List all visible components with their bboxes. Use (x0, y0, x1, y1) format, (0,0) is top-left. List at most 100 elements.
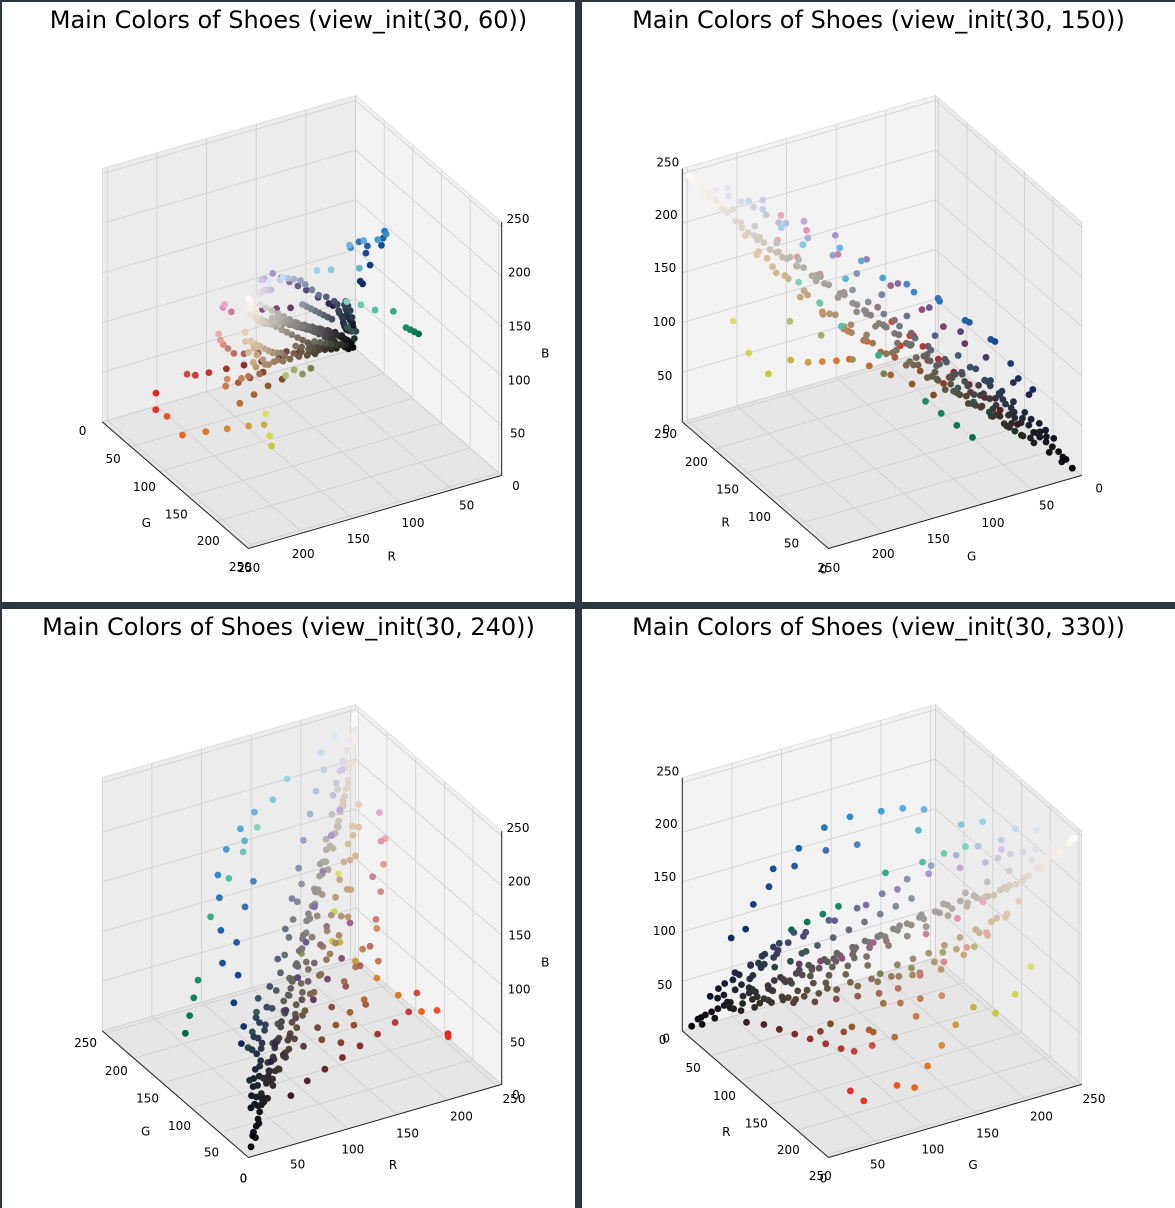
scatter-point (1019, 848, 1027, 856)
scatter-point (791, 1030, 799, 1038)
gridline (102, 709, 356, 783)
scatter-point (224, 345, 232, 352)
gridline (355, 100, 502, 228)
scatter-point (261, 1026, 268, 1034)
x-tick-label: 100 (402, 516, 425, 530)
scatter-point (729, 317, 737, 325)
scatter-point (391, 1019, 399, 1026)
scatter-point (318, 1036, 326, 1044)
scatter-point (784, 939, 792, 947)
scatter-point (969, 434, 976, 441)
scatter-point (753, 251, 761, 259)
gridline (830, 987, 978, 1115)
scatter-point (952, 1021, 960, 1029)
scatter-point (376, 809, 383, 816)
scatter-point (299, 370, 306, 378)
scatter-point (832, 995, 840, 1003)
scatter-point (894, 280, 902, 287)
scatter-point (899, 804, 907, 812)
scatter-point (786, 253, 794, 261)
scatter-point (720, 207, 728, 214)
scatter-point (298, 996, 306, 1004)
scatter-point (775, 939, 783, 947)
x-tick-label: 150 (745, 1116, 768, 1130)
gridline (935, 100, 1082, 228)
scatter-point (1042, 438, 1050, 446)
gridline (216, 447, 471, 522)
scatter-point (252, 1014, 260, 1021)
scatter-point (815, 964, 823, 972)
scatter-point (1012, 825, 1019, 833)
x-axis-label: R (388, 549, 396, 563)
scatter-point (800, 217, 808, 225)
scatter-point (250, 391, 258, 398)
scatter-point (292, 342, 300, 350)
scatter-point (182, 1029, 189, 1037)
scatter-point (866, 944, 873, 952)
scatter-point (914, 361, 922, 369)
scatter-point (249, 1132, 257, 1140)
scatter-point (152, 406, 160, 414)
scatter-point (887, 371, 895, 379)
scatter-point (346, 241, 353, 249)
scatter-point (323, 923, 331, 930)
gridline (188, 422, 442, 497)
axes-3d: 50 100 150 200 250 0 50 100 150 200 250 0 50 100 150 20… (79, 94, 549, 575)
scatter-point (875, 989, 883, 997)
scatter-point (332, 1021, 340, 1029)
scatter-point (777, 211, 785, 219)
scatter-point (301, 281, 309, 288)
gridline (731, 1016, 879, 1144)
scatter-point (832, 958, 840, 965)
scatter-point (300, 837, 307, 844)
scatter-point (222, 382, 230, 390)
y-axis-line (101, 1030, 249, 1158)
scatter-point (322, 339, 330, 347)
chart-panel-3: Main Colors of Shoes (view_init(30, 240)… (2, 609, 575, 1208)
scatter-point (853, 904, 861, 912)
y-tick-label: 0 (820, 1171, 828, 1185)
y-tick-label: 200 (1030, 1109, 1053, 1123)
scatter-point (217, 927, 225, 934)
scatter-point (1029, 386, 1037, 393)
scatter-point (997, 836, 1005, 844)
scatter-point (986, 395, 994, 403)
scatter-point (812, 277, 820, 285)
scatter-point (304, 966, 312, 973)
scatter-point (254, 1034, 262, 1042)
scatter-point (922, 923, 930, 931)
scatter-point (337, 1039, 345, 1047)
y-tick-label: 250 (74, 1036, 97, 1050)
scatter-point (751, 232, 758, 239)
y-tick-label: 0 (1095, 481, 1103, 495)
scatter-point (256, 370, 264, 378)
scatter-point (922, 930, 930, 938)
scatter-point (961, 378, 969, 385)
scatter-point (745, 197, 752, 205)
scatter-point (848, 1023, 856, 1031)
scatter-point (770, 977, 778, 984)
z-tick-label: 100 (508, 373, 531, 387)
scatter-point (853, 308, 861, 316)
scatter-point (359, 945, 366, 953)
scatter-point (1030, 439, 1038, 447)
scatter-point (322, 835, 330, 843)
scatter-point (903, 875, 911, 883)
scatter-point (293, 1024, 301, 1032)
scatter-point (1007, 404, 1015, 412)
scatter-point (280, 1051, 287, 1059)
gridline (682, 957, 936, 1032)
scatter-point (163, 413, 171, 420)
scatter-point (282, 1006, 290, 1014)
z-tick-label: 100 (653, 315, 676, 329)
scatter-point (974, 842, 982, 850)
gridline (682, 758, 936, 833)
gridline (935, 249, 1082, 377)
scatter-point (938, 1041, 946, 1049)
scatter-point (316, 872, 323, 880)
scatter-point (784, 275, 792, 283)
scatter-point (882, 869, 889, 877)
scatter-point (775, 219, 783, 227)
scatter-point (936, 297, 943, 305)
scatter-point (796, 293, 804, 301)
